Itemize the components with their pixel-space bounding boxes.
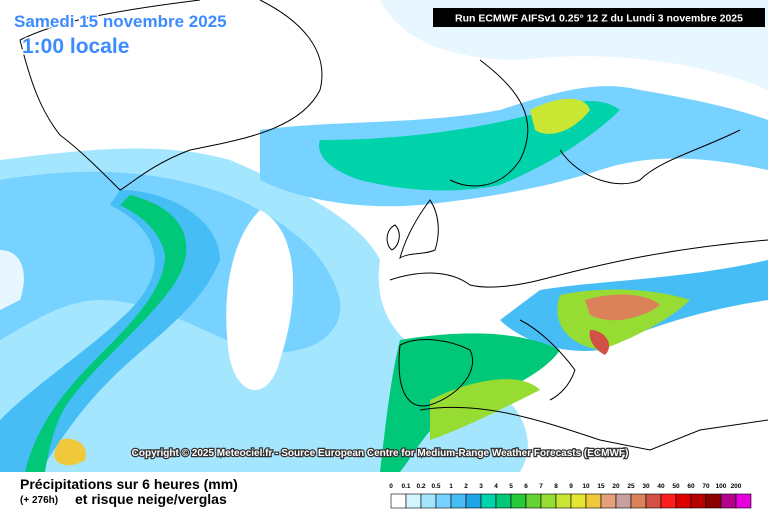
legend-label: 15 <box>597 483 605 490</box>
legend-label: 25 <box>627 483 635 490</box>
legend-label: 6 <box>524 483 528 490</box>
legend-swatch <box>390 493 407 509</box>
legend-label: 60 <box>687 483 695 490</box>
legend-label: 10 <box>582 483 590 490</box>
legend-label: 2 <box>464 483 468 490</box>
legend-label: 100 <box>716 483 727 490</box>
legend-swatch <box>480 493 497 509</box>
legend-swatch <box>705 493 722 509</box>
forecast-time: 1:00 locale <box>22 35 129 58</box>
legend-swatch <box>630 493 647 509</box>
legend-swatch <box>420 493 437 509</box>
legend-swatch <box>510 493 527 509</box>
legend-swatch <box>525 493 542 509</box>
legend-label: 40 <box>657 483 665 490</box>
legend-swatch <box>600 493 617 509</box>
legend-swatch <box>645 493 662 509</box>
legend-label: 3 <box>479 483 483 490</box>
legend: 0 0.1 0.2 0.5 1 2 3 4 5 6 7 8 9 10 15 20 25 30 40 50 60 70 100… <box>389 483 752 509</box>
legend-swatch <box>450 493 467 509</box>
legend-swatch <box>555 493 572 509</box>
legend-label: 50 <box>672 483 680 490</box>
legend-swatch <box>465 493 482 509</box>
legend-label: 0 <box>389 483 393 490</box>
legend-label: 9 <box>569 483 573 490</box>
legend-swatch <box>495 493 512 509</box>
legend-swatch <box>570 493 587 509</box>
copyright: Copyright © 2025 Meteociel.fr - Source E… <box>132 448 629 459</box>
run-info: Run ECMWF AIFSv1 0.25° 12 Z du Lundi 3 n… <box>455 13 743 25</box>
legend-label: 5 <box>509 483 513 490</box>
legend-label: 0.5 <box>431 483 440 490</box>
legend-label: 200 <box>731 483 742 490</box>
legend-swatch <box>405 493 422 509</box>
legend-label: 1 <box>449 483 453 490</box>
legend-swatch <box>615 493 632 509</box>
footer-lead: (+ 276h) <box>20 495 58 506</box>
legend-swatch <box>660 493 677 509</box>
legend-label: 30 <box>642 483 650 490</box>
legend-label: 7 <box>539 483 543 490</box>
legend-swatch <box>720 493 737 509</box>
legend-swatch <box>735 493 752 509</box>
legend-swatch <box>540 493 557 509</box>
map <box>0 0 768 472</box>
legend-swatch <box>585 493 602 509</box>
footer-title: Précipitations sur 6 heures (mm) <box>20 476 238 492</box>
legend-label: 8 <box>554 483 558 490</box>
legend-label: 20 <box>612 483 620 490</box>
legend-label: 4 <box>494 483 498 490</box>
forecast-date: Samedi 15 novembre 2025 <box>14 12 227 31</box>
run-box <box>433 8 765 27</box>
legend-swatch <box>675 493 692 509</box>
legend-label: 0.2 <box>416 483 425 490</box>
legend-label: 0.1 <box>401 483 410 490</box>
footer-subtitle: et risque neige/verglas <box>75 491 227 507</box>
legend-label: 70 <box>702 483 710 490</box>
legend-swatch <box>435 493 452 509</box>
legend-swatch <box>690 493 707 509</box>
